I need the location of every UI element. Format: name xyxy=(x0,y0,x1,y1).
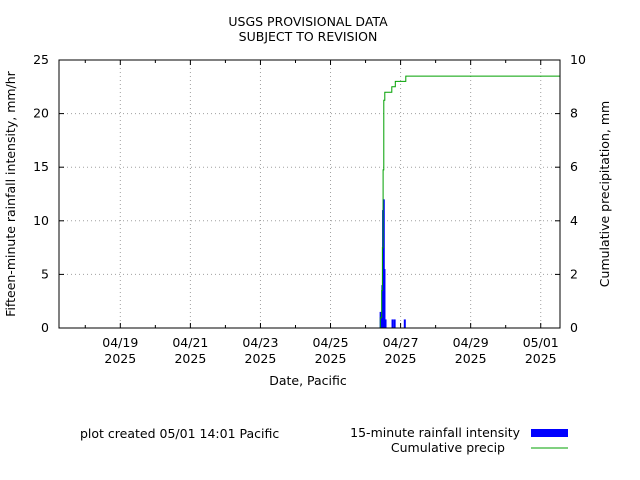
x-tick-label-date: 05/01 xyxy=(523,335,559,350)
x-tick-label-date: 04/23 xyxy=(242,335,278,350)
y-axis-label-right: Cumulative precipitation, mm xyxy=(597,101,612,287)
y-tick-label-left: 0 xyxy=(41,320,49,335)
x-axis-label: Date, Pacific xyxy=(269,373,347,388)
x-tick-label-date: 04/27 xyxy=(383,335,419,350)
x-tick-label-year: 2025 xyxy=(174,351,206,366)
x-tick-label-year: 2025 xyxy=(315,351,347,366)
y-axis-label-left: Fifteen-minute rainfall intensity, mm/hr xyxy=(3,70,18,317)
x-tick-label-year: 2025 xyxy=(104,351,136,366)
intensity-bar xyxy=(383,269,386,328)
y-tick-label-right: 10 xyxy=(570,52,586,67)
intensity-bar xyxy=(403,319,406,328)
x-tick-label-year: 2025 xyxy=(245,351,277,366)
x-tick-label-date: 04/29 xyxy=(453,335,489,350)
axis-ticks: 0510152025024681004/19202504/21202504/23… xyxy=(33,52,586,366)
y-tick-label-right: 4 xyxy=(570,213,578,228)
plot-frame xyxy=(58,59,561,329)
y-tick-label-right: 6 xyxy=(570,159,578,174)
cumulative-line xyxy=(59,75,560,329)
x-tick-label-date: 04/19 xyxy=(102,335,138,350)
legend-label-intensity: 15-minute rainfall intensity xyxy=(350,425,520,440)
y-tick-label-left: 20 xyxy=(33,106,49,121)
legend-swatch-intensity xyxy=(531,429,568,437)
x-tick-label-date: 04/21 xyxy=(172,335,208,350)
y-tick-label-right: 0 xyxy=(570,320,578,335)
y-tick-label-right: 8 xyxy=(570,106,578,121)
intensity-bar xyxy=(393,319,396,328)
x-tick-label-date: 04/25 xyxy=(313,335,349,350)
y-tick-label-left: 15 xyxy=(33,159,49,174)
x-tick-label-year: 2025 xyxy=(525,351,557,366)
x-tick-label-year: 2025 xyxy=(455,351,487,366)
y-tick-label-left: 10 xyxy=(33,213,49,228)
y-tick-label-right: 2 xyxy=(570,266,578,281)
intensity-bar xyxy=(391,319,394,328)
chart-title-line1: USGS PROVISIONAL DATA xyxy=(228,14,388,29)
cumulative-precip-line xyxy=(59,75,560,329)
y-tick-label-left: 25 xyxy=(33,52,49,67)
chart-title-line2: SUBJECT TO REVISION xyxy=(239,29,378,44)
y-tick-label-left: 5 xyxy=(41,266,49,281)
intensity-bar xyxy=(384,319,387,328)
x-tick-label-year: 2025 xyxy=(385,351,417,366)
intensity-bar xyxy=(382,199,385,328)
plot-created-note: plot created 05/01 14:01 Pacific xyxy=(80,426,279,441)
legend-label-cumulative: Cumulative precip xyxy=(391,440,505,455)
grid-lines xyxy=(59,60,560,328)
